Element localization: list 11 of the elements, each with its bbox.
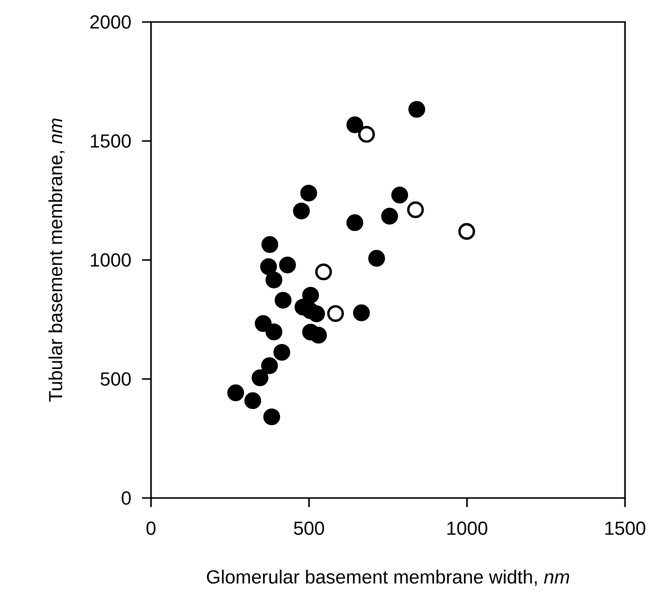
y-tick-label: 0 xyxy=(122,491,131,505)
x-tick-label: 1000 xyxy=(447,522,488,535)
y-axis-title: Tubular basement membrane, nm xyxy=(48,118,65,402)
x-tick-label: 0 xyxy=(146,522,156,535)
y-tick-label: 1500 xyxy=(90,134,131,148)
y-tick-label: 2000 xyxy=(90,15,131,29)
y-tick-label: 500 xyxy=(100,372,131,386)
x-tick-label: 500 xyxy=(294,522,324,535)
y-tick-label: 1000 xyxy=(90,253,131,267)
x-axis-title: Glomerular basement membrane width, nm xyxy=(206,570,570,586)
x-tick-label: 1500 xyxy=(605,522,646,535)
